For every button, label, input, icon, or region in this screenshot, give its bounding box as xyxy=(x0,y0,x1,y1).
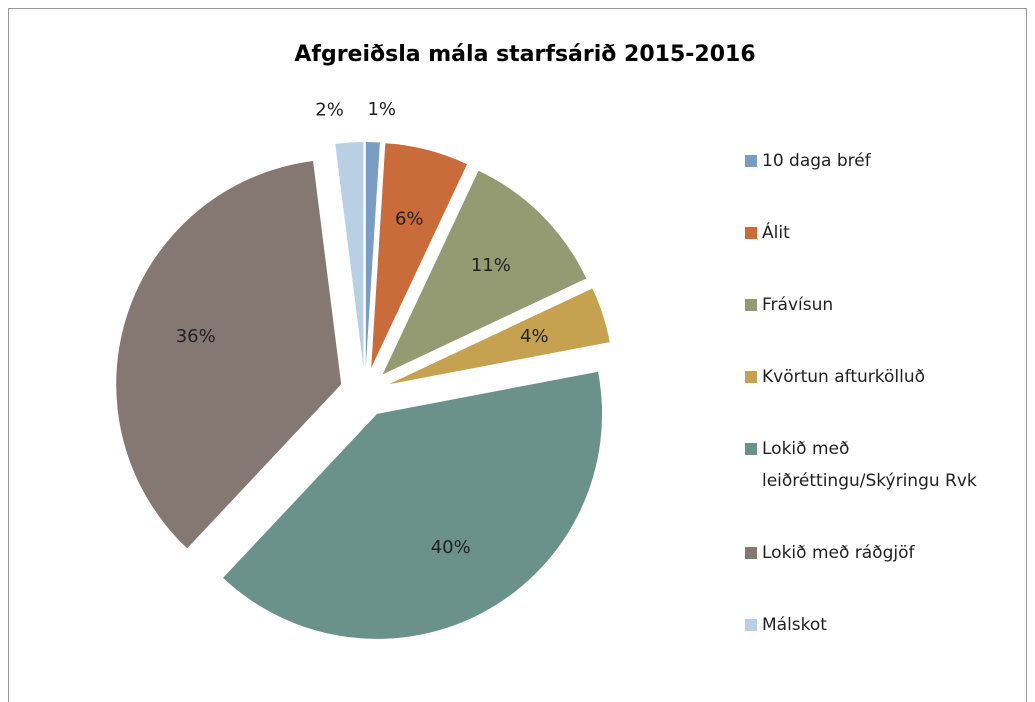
data-label: 2% xyxy=(315,100,344,121)
legend-label: Álit xyxy=(762,223,790,243)
pie-slice xyxy=(371,143,468,368)
legend: 10 daga bréf Álit Frávísun Kvörtun afturköl… xyxy=(745,145,1030,681)
legend-label: Málskot xyxy=(762,615,827,635)
legend-label: Lokið með ráðgjöf xyxy=(762,543,915,563)
legend-item: 10 daga bréf xyxy=(745,145,1030,177)
chart-title: Afgreiðsla mála starfsárið 2015-2016 xyxy=(294,42,755,67)
legend-swatch xyxy=(745,443,757,455)
legend-item: Lokið með leiðréttingu/Skýringu Rvk xyxy=(745,433,1030,497)
legend-swatch xyxy=(745,371,757,383)
data-label: 11% xyxy=(471,255,511,276)
pie-slice xyxy=(388,288,610,385)
legend-swatch xyxy=(745,619,757,631)
pie-slice xyxy=(382,170,587,375)
data-label: 6% xyxy=(395,209,424,230)
legend-item: Frávísun xyxy=(745,289,1030,321)
legend-label: Kvörtun afturkölluð xyxy=(762,367,926,387)
legend-swatch xyxy=(745,547,757,559)
legend-swatch xyxy=(745,227,757,239)
legend-item: Málskot xyxy=(745,609,1030,641)
data-label: 4% xyxy=(520,326,549,347)
legend-swatch xyxy=(745,299,757,311)
legend-label: Frávísun xyxy=(762,295,834,315)
legend-item: Lokið með ráðgjöf xyxy=(745,537,1030,569)
pie-slice xyxy=(116,161,342,549)
data-label: 36% xyxy=(176,326,216,347)
pie-slice xyxy=(365,142,380,368)
legend-label: 10 daga bréf xyxy=(762,151,871,171)
legend-item: Álit xyxy=(745,217,1030,249)
legend-item: Kvörtun afturkölluð xyxy=(745,361,1030,393)
legend-swatch xyxy=(745,155,757,167)
legend-label: Lokið með leiðréttingu/Skýringu Rvk xyxy=(762,439,977,491)
pie-slice xyxy=(223,371,603,639)
data-label: 40% xyxy=(431,537,471,558)
pie-slice xyxy=(335,142,364,368)
chart-frame xyxy=(8,8,1027,702)
data-label: 1% xyxy=(367,99,396,120)
